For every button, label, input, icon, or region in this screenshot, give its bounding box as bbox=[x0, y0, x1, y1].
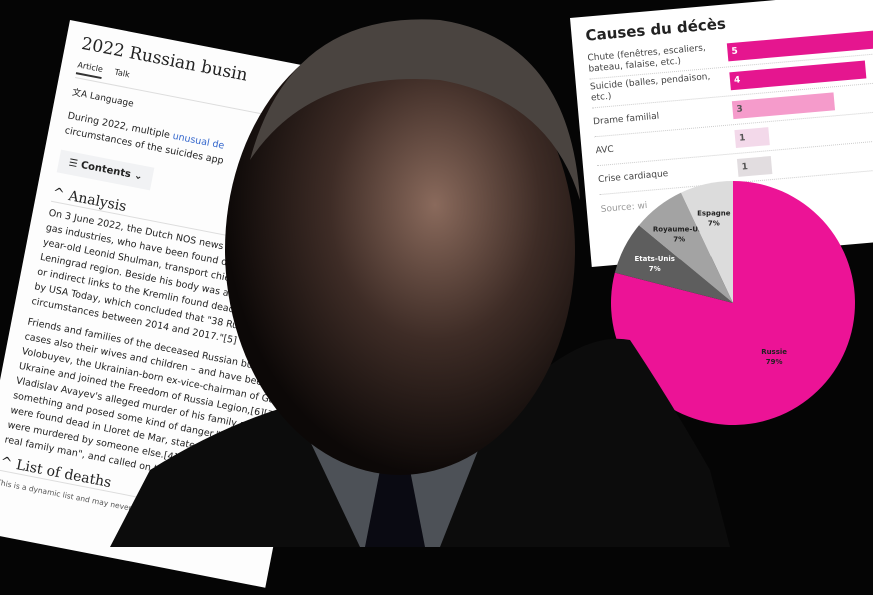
pie-label: 7% bbox=[673, 236, 685, 244]
translate-icon: 文A bbox=[71, 87, 91, 102]
pie-label: Espagne bbox=[697, 209, 731, 217]
pie-label: Russie bbox=[761, 348, 787, 356]
bar: 3 bbox=[731, 92, 836, 120]
hair bbox=[250, 19, 580, 200]
pie-label: 7% bbox=[708, 219, 720, 227]
pie-slice-espagne bbox=[681, 181, 733, 303]
pie-label: Royaume-Uni bbox=[653, 226, 705, 234]
bar: 1 bbox=[734, 127, 770, 149]
country-pie-chart: Russie79%Etats-Unis7%Royaume-Uni7%Espagn… bbox=[611, 181, 855, 425]
tab-article[interactable]: Article bbox=[75, 57, 105, 79]
pie-label: 7% bbox=[649, 265, 661, 273]
pie-label: Etats-Unis bbox=[634, 255, 675, 263]
pie-slice-etats-unis bbox=[614, 225, 733, 303]
tie bbox=[365, 470, 425, 547]
face bbox=[225, 25, 575, 475]
pie-slice-royaume-uni bbox=[638, 192, 733, 303]
pie-label: 79% bbox=[766, 358, 783, 366]
portrait-photo bbox=[110, 19, 730, 547]
